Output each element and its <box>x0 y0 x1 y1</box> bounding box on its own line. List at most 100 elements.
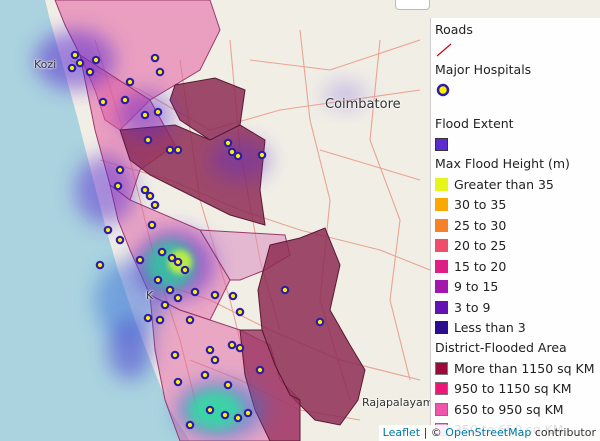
hospital-marker[interactable] <box>85 67 95 77</box>
hospital-marker[interactable] <box>220 410 230 420</box>
hospital-marker[interactable] <box>180 265 190 275</box>
map-legend: Roads Major Hospitals Flood Extent Max F… <box>430 18 600 437</box>
hospital-marker[interactable] <box>140 185 150 195</box>
hospital-marker[interactable] <box>315 317 325 327</box>
flood-height-label: 15 to 20 <box>454 258 507 274</box>
map-attribution: Leaflet | © OpenStreetMap contributor <box>378 425 600 441</box>
hospital-marker[interactable] <box>125 77 135 87</box>
hospital-marker[interactable] <box>228 291 238 301</box>
hospital-marker[interactable] <box>165 145 175 155</box>
flood-height-item: 15 to 20 <box>435 256 600 277</box>
hospital-marker[interactable] <box>120 95 130 105</box>
flood-height-item: 20 to 25 <box>435 236 600 257</box>
legend-flood-extent-symbol <box>435 134 600 154</box>
flood-height-items: Greater than 35 30 to 35 25 to 30 20 to 25 1… <box>435 174 600 338</box>
hospital-marker[interactable] <box>95 260 105 270</box>
district-area-item: 950 to 1150 sq KM <box>435 379 600 400</box>
flood-height-item: 30 to 35 <box>435 195 600 216</box>
flood-height-item: Less than 3 <box>435 318 600 339</box>
hospital-marker[interactable] <box>227 340 237 350</box>
hospital-marker[interactable] <box>98 97 108 107</box>
flood-height-item: 3 to 9 <box>435 297 600 318</box>
hospital-marker[interactable] <box>70 50 80 60</box>
district-area-swatch <box>435 382 448 396</box>
hospital-marker-icon <box>436 83 450 97</box>
hospital-marker[interactable] <box>280 285 290 295</box>
flood-height-swatch <box>435 218 448 232</box>
hospital-marker[interactable] <box>115 165 125 175</box>
hospital-marker[interactable] <box>155 315 165 325</box>
flood-height-label: 30 to 35 <box>454 197 507 213</box>
flood-height-item: 9 to 15 <box>435 277 600 298</box>
hospital-marker[interactable] <box>233 151 243 161</box>
hospital-marker[interactable] <box>145 191 155 201</box>
place-label-kozhikode: Kozi <box>34 58 57 71</box>
hospital-marker[interactable] <box>143 135 153 145</box>
hospital-marker[interactable] <box>167 253 177 263</box>
attribution-suffix: contributor <box>531 426 596 439</box>
osm-link[interactable]: OpenStreetMap <box>445 426 532 439</box>
hospital-marker[interactable] <box>67 63 77 73</box>
hospital-marker[interactable] <box>173 257 183 267</box>
zoom-control-edge[interactable] <box>395 0 430 10</box>
district-area-label: 950 to 1150 sq KM <box>454 381 572 397</box>
hospital-marker[interactable] <box>223 380 233 390</box>
hospital-marker[interactable] <box>173 377 183 387</box>
hospital-marker[interactable] <box>150 53 160 63</box>
hospital-marker[interactable] <box>235 307 245 317</box>
hospital-marker[interactable] <box>140 110 150 120</box>
hospital-marker[interactable] <box>155 67 165 77</box>
flood-height-swatch <box>435 300 448 314</box>
flood-height-label: 20 to 25 <box>454 238 507 254</box>
flood-height-label: 25 to 30 <box>454 217 507 233</box>
hospital-marker[interactable] <box>153 107 163 117</box>
hospital-marker[interactable] <box>113 181 123 191</box>
flood-height-label: Greater than 35 <box>454 176 554 192</box>
hospital-marker[interactable] <box>235 343 245 353</box>
flood-height-swatch <box>435 280 448 294</box>
hospital-marker[interactable] <box>227 147 237 157</box>
hospital-marker[interactable] <box>200 370 210 380</box>
flood-height-label: 9 to 15 <box>454 279 499 295</box>
hospital-marker[interactable] <box>170 350 180 360</box>
hospital-marker[interactable] <box>75 58 85 68</box>
hospital-marker[interactable] <box>143 313 153 323</box>
hospital-marker[interactable] <box>115 235 125 245</box>
hospital-marker[interactable] <box>205 345 215 355</box>
district-area-item: More than 1150 sq KM <box>435 358 600 379</box>
hospital-marker[interactable] <box>243 408 253 418</box>
hospital-marker[interactable] <box>147 220 157 230</box>
hospital-marker[interactable] <box>205 405 215 415</box>
hospital-marker[interactable] <box>210 290 220 300</box>
hospital-markers[interactable] <box>67 50 325 430</box>
hospital-marker[interactable] <box>255 365 265 375</box>
district-area-label: More than 1150 sq KM <box>454 360 595 376</box>
hospital-marker[interactable] <box>165 285 175 295</box>
flood-height-label: 3 to 9 <box>454 299 491 315</box>
hospital-marker[interactable] <box>135 255 145 265</box>
hospital-marker[interactable] <box>190 287 200 297</box>
district-area-swatch <box>435 402 448 416</box>
place-label-kochi: K <box>146 289 154 302</box>
hospital-marker[interactable] <box>185 420 195 430</box>
hospital-marker[interactable] <box>103 225 113 235</box>
hospital-marker[interactable] <box>160 300 170 310</box>
hospital-marker[interactable] <box>233 413 243 423</box>
hospital-marker[interactable] <box>91 55 101 65</box>
hospital-marker[interactable] <box>157 247 167 257</box>
hospital-marker[interactable] <box>150 200 160 210</box>
hospital-marker[interactable] <box>173 293 183 303</box>
hospital-marker[interactable] <box>185 315 195 325</box>
hospital-marker[interactable] <box>173 145 183 155</box>
hospital-marker[interactable] <box>210 355 220 365</box>
flood-extent-swatch <box>435 137 448 151</box>
legend-flood-extent-title: Flood Extent <box>435 116 514 131</box>
flood-height-item: Greater than 35 <box>435 174 600 195</box>
hospital-marker[interactable] <box>257 150 267 160</box>
leaflet-link[interactable]: Leaflet <box>382 426 421 439</box>
district-area-label: 650 to 950 sq KM <box>454 401 564 417</box>
hospital-marker[interactable] <box>223 138 233 148</box>
hospital-marker[interactable] <box>153 275 163 285</box>
flood-height-swatch <box>435 239 448 253</box>
